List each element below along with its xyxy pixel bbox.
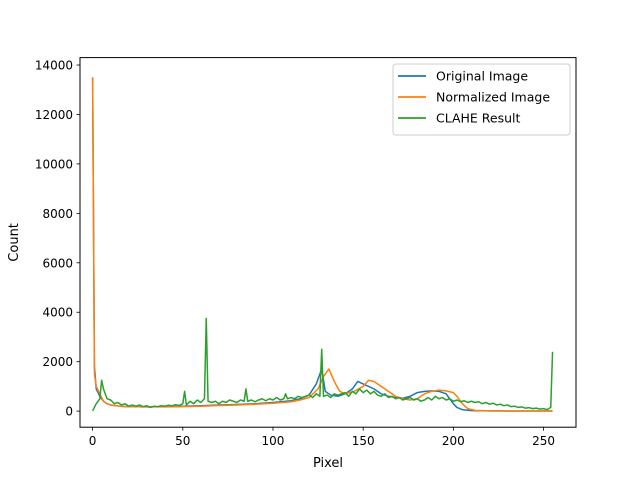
y-tick-label: 12000 (35, 108, 73, 122)
legend-label-2: CLAHE Result (436, 111, 521, 126)
y-axis-label: Count (7, 223, 22, 262)
x-axis-label: Pixel (313, 456, 343, 471)
y-tick-label: 8000 (42, 207, 73, 221)
legend: Original Image Normalized Image CLAHE Resu… (392, 63, 571, 136)
series-layer (91, 77, 554, 412)
x-tick-label: 50 (175, 434, 190, 448)
y-tick-label: 0 (65, 405, 73, 419)
x-tick-label: 200 (442, 434, 465, 448)
legend-label-1: Normalized Image (436, 90, 550, 105)
x-axis-ticks: 0 50 100 150 200 250 (89, 427, 555, 448)
series-line-2 (91, 317, 554, 412)
plot-frame (79, 57, 577, 428)
legend-label-0: Original Image (436, 69, 528, 84)
series-line-1 (91, 77, 553, 412)
y-tick-label: 14000 (35, 59, 73, 73)
x-tick-label: 0 (89, 434, 97, 448)
y-tick-label: 2000 (42, 355, 73, 369)
x-tick-label: 150 (352, 434, 375, 448)
y-tick-label: 4000 (42, 306, 73, 320)
legend-box (392, 63, 571, 136)
y-tick-label: 6000 (42, 256, 73, 270)
y-tick-label: 10000 (35, 157, 73, 171)
y-axis-ticks: 0 2000 4000 6000 8000 10000 12000 14000 (35, 59, 80, 419)
x-tick-label: 100 (262, 434, 285, 448)
x-tick-label: 250 (532, 434, 555, 448)
